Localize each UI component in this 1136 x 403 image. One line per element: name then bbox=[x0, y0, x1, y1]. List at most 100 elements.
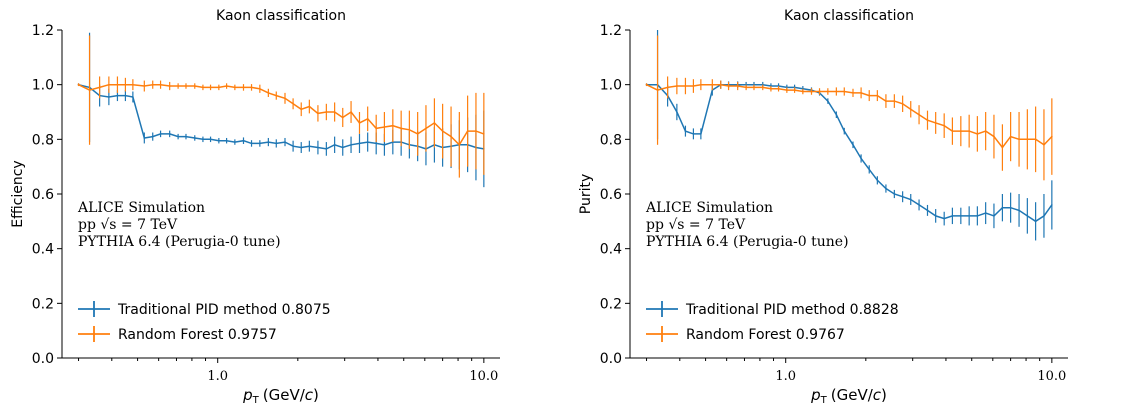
data-point bbox=[951, 130, 954, 132]
data-point bbox=[711, 83, 714, 86]
annotation-line: pp √s = 7 TeV bbox=[646, 217, 746, 233]
data-point bbox=[860, 92, 862, 94]
data-point bbox=[341, 116, 344, 119]
data-point bbox=[143, 137, 146, 139]
data-point bbox=[960, 130, 962, 132]
x-axis-label-sub: T bbox=[252, 395, 260, 403]
data-point bbox=[943, 124, 945, 127]
data-point bbox=[317, 146, 319, 149]
data-point bbox=[827, 90, 829, 93]
efficiency-chart: 0.0 0.2 0.4 0.6 0.8 1.0 1.2 1.0 10.0 Kaon classif… bbox=[10, 8, 500, 403]
data-point bbox=[242, 86, 245, 89]
legend-label: Random Forest 0.9757 bbox=[118, 327, 277, 343]
data-point bbox=[656, 89, 659, 91]
annotation-line: pp √s = 7 TeV bbox=[78, 217, 178, 233]
data-point bbox=[876, 179, 879, 182]
data-point bbox=[777, 87, 780, 90]
data-point bbox=[275, 142, 278, 145]
data-point bbox=[250, 142, 253, 145]
x-axis-label-unit: (GeV/ bbox=[831, 386, 874, 403]
legend-label: Random Forest 0.9767 bbox=[686, 327, 845, 343]
data-point bbox=[926, 209, 929, 212]
data-point bbox=[745, 86, 747, 89]
data-point bbox=[383, 144, 386, 146]
data-point bbox=[116, 94, 119, 97]
data-point bbox=[341, 146, 344, 149]
data-point bbox=[250, 86, 253, 89]
legend-label: Traditional PID method 0.8828 bbox=[685, 302, 899, 318]
data-point bbox=[868, 168, 871, 171]
annotation-line: PYTHIA 6.4 (Perugia-0 tune) bbox=[646, 234, 849, 250]
data-point bbox=[1034, 220, 1037, 223]
data-point bbox=[132, 83, 134, 86]
y-tick-label: 1.2 bbox=[32, 23, 54, 39]
y-tick-label: 0.4 bbox=[32, 242, 54, 258]
data-point bbox=[893, 193, 896, 195]
data-point bbox=[408, 128, 411, 131]
data-point bbox=[993, 215, 995, 217]
data-point bbox=[375, 142, 377, 145]
data-point bbox=[843, 90, 846, 93]
data-point bbox=[1026, 138, 1029, 141]
annotation-line: PYTHIA 6.4 (Perugia-0 tune) bbox=[78, 234, 281, 250]
x-axis-label-sub: T bbox=[820, 395, 828, 403]
chart-title: Kaon classification bbox=[216, 8, 346, 24]
data-point bbox=[284, 97, 286, 100]
data-point bbox=[852, 144, 854, 146]
data-point bbox=[425, 127, 427, 130]
data-point bbox=[234, 141, 236, 143]
data-point bbox=[761, 86, 764, 89]
data-point bbox=[325, 111, 328, 113]
data-point bbox=[770, 87, 772, 90]
data-point bbox=[242, 139, 245, 142]
data-point bbox=[475, 130, 477, 132]
x-axis-label-p: p bbox=[242, 386, 253, 403]
data-point bbox=[736, 85, 739, 87]
data-point bbox=[193, 85, 196, 87]
data-point bbox=[835, 90, 838, 93]
data-point bbox=[116, 83, 119, 86]
data-point bbox=[108, 96, 110, 98]
data-point bbox=[416, 133, 419, 135]
y-tick-label: 0.0 bbox=[32, 351, 54, 367]
data-point bbox=[676, 111, 678, 113]
data-point bbox=[852, 92, 854, 94]
data-point bbox=[835, 113, 838, 116]
data-point bbox=[168, 85, 171, 87]
data-point bbox=[383, 126, 386, 128]
data-point bbox=[934, 215, 937, 217]
y-tick-label: 0.6 bbox=[600, 187, 622, 203]
data-point bbox=[901, 103, 904, 105]
annotation-line: ALICE Simulation bbox=[645, 200, 773, 216]
x-axis-label-unit-c: c bbox=[305, 386, 314, 403]
data-point bbox=[284, 141, 286, 143]
purity-chart: 0.0 0.2 0.4 0.6 0.8 1.0 1.2 1.0 10.0 Kaon classif… bbox=[578, 8, 1068, 403]
data-point bbox=[1051, 135, 1053, 138]
data-point bbox=[317, 112, 319, 115]
data-point bbox=[645, 83, 648, 86]
data-point bbox=[292, 103, 294, 105]
data-point bbox=[88, 89, 91, 91]
data-point bbox=[1043, 215, 1045, 217]
data-point bbox=[168, 133, 171, 135]
data-point bbox=[968, 215, 970, 217]
data-point bbox=[909, 198, 912, 201]
data-point bbox=[810, 90, 813, 93]
data-point bbox=[692, 85, 695, 87]
data-point bbox=[684, 130, 687, 132]
y-tick-label: 1.2 bbox=[600, 23, 622, 39]
data-point bbox=[1009, 206, 1012, 209]
data-point bbox=[209, 86, 212, 89]
data-point bbox=[827, 100, 829, 102]
series-line bbox=[78, 83, 485, 147]
y-tick-label: 0.4 bbox=[600, 242, 622, 258]
data-point bbox=[392, 124, 394, 127]
data-point bbox=[132, 96, 134, 98]
y-tick-label: 0.6 bbox=[32, 187, 54, 203]
data-point bbox=[984, 212, 987, 214]
data-point bbox=[943, 217, 945, 220]
data-point bbox=[400, 127, 402, 130]
data-point bbox=[976, 133, 979, 135]
x-axis-label: pT (GeV/c) bbox=[810, 386, 887, 403]
data-point bbox=[98, 86, 101, 89]
